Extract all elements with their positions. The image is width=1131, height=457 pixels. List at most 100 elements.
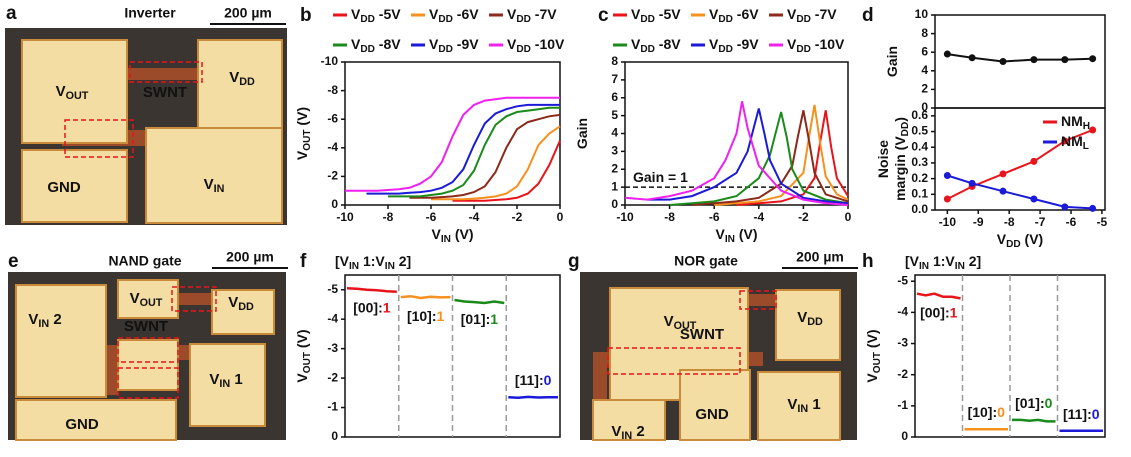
legend-label: VDD -8V <box>631 36 681 55</box>
y-tick-label: 0.0 <box>911 202 928 216</box>
y-tick-label: 0 <box>901 429 908 443</box>
y-tick-label: 0.3 <box>911 155 928 169</box>
text-part: 2 <box>632 423 645 440</box>
panel-letter: g <box>568 251 580 272</box>
y-tick-label: -3 <box>327 341 338 355</box>
y-tick-label: -1 <box>327 400 338 414</box>
y-tick-label: 0.4 <box>911 139 928 153</box>
legend-label: VDD -9V <box>709 36 759 55</box>
text-part: 2 <box>49 311 62 328</box>
y-tick-label: 6 <box>611 90 618 104</box>
text-part: DD <box>516 14 531 25</box>
text-part: [00]: <box>920 304 950 320</box>
legend-label: VDD -10V <box>787 36 845 55</box>
y-tick-label: 1 <box>611 179 618 193</box>
annotation: Gain = 1 <box>633 169 688 185</box>
y-axis-label: VOUT (V) <box>294 107 313 160</box>
channel-strip <box>593 352 607 400</box>
chart-title: [VIN 1:VIN 2] <box>905 253 981 272</box>
state-label: [00]:1 <box>920 304 958 320</box>
legend-label: VDD -7V <box>507 6 557 25</box>
text-part: [11]: <box>1063 405 1092 421</box>
text-part: [10]: <box>407 308 437 324</box>
text-part: [V <box>905 253 920 269</box>
text-part: DD <box>640 44 655 55</box>
pad-label: SWNT <box>143 84 187 101</box>
text-part: [01]: <box>461 311 491 327</box>
data-point <box>1030 56 1037 63</box>
text-part: [11]: <box>515 372 544 388</box>
y-tick-label: -4 <box>897 305 908 319</box>
data-point <box>1000 170 1007 177</box>
text-part: V <box>28 311 38 328</box>
electrode-pad <box>118 340 178 390</box>
text-part: 0 <box>997 404 1005 420</box>
panel-letter: h <box>862 251 874 272</box>
text-part: V <box>611 423 621 440</box>
text-part: 1 <box>383 299 391 315</box>
scale-bar-label: 200 µm <box>226 249 274 265</box>
text-part: OUT <box>872 351 883 373</box>
text-part: GND <box>47 179 81 196</box>
data-point <box>1030 196 1037 203</box>
panel-letter: f <box>300 251 307 272</box>
panel-letter: d <box>862 5 874 26</box>
text-part: (V) <box>864 329 880 352</box>
text-part: NM <box>1061 133 1083 149</box>
data-point <box>944 172 951 179</box>
text-part: DD <box>360 44 375 55</box>
text-part: Gain <box>884 46 900 77</box>
text-part: (V) <box>1021 231 1044 247</box>
text-part: IN <box>441 234 451 245</box>
legend-label: NML <box>1061 133 1089 152</box>
text-part: ) <box>892 117 908 122</box>
channel-strip <box>127 68 200 80</box>
micrograph-title: Inverter <box>124 5 176 21</box>
text-part: SWNT <box>680 326 724 343</box>
pad-label: GND <box>695 406 729 423</box>
series-line <box>455 300 505 303</box>
series-line <box>1012 420 1056 422</box>
x-axis-label: VIN (V) <box>716 226 758 245</box>
text-part: GND <box>65 416 99 433</box>
y-tick-label: 7 <box>611 72 618 86</box>
text-part: V <box>229 69 239 86</box>
series-line <box>508 397 558 398</box>
text-part: IN <box>385 261 395 272</box>
text-part: OUT <box>66 90 89 102</box>
y-axis-label: Noise <box>875 140 891 178</box>
y-tick-label: 0.5 <box>911 124 928 138</box>
y-tick-label: -4 <box>327 140 338 154</box>
state-label: [00]:1 <box>353 299 391 315</box>
legend-label: VDD -7V <box>787 6 837 25</box>
state-label: [01]:1 <box>461 311 499 327</box>
text-part: 2] <box>965 253 981 269</box>
data-point <box>1089 205 1096 212</box>
text-part: V <box>204 176 214 193</box>
y-tick-label: -1 <box>897 398 908 412</box>
text-part: 0 <box>1092 405 1100 421</box>
data-point <box>1000 188 1007 195</box>
text-part: V <box>228 294 238 311</box>
text-part: (V) <box>294 329 310 352</box>
text-part: -9V <box>453 36 479 52</box>
legend-label: VDD -6V <box>709 6 759 25</box>
y-axis-label: margin (VDD) <box>892 117 911 201</box>
text-part: -9V <box>733 36 759 52</box>
y-tick-label: -2 <box>327 370 338 384</box>
text-part: -7V <box>531 6 557 22</box>
text-part: DD <box>796 14 811 25</box>
micrograph-title: NAND gate <box>108 253 181 269</box>
y-tick-label: 2 <box>921 82 928 96</box>
text-part: (V) <box>294 107 310 130</box>
text-part: V <box>209 371 219 388</box>
series-line <box>401 296 451 298</box>
x-tick-label: -10 <box>336 210 354 224</box>
state-label: [11]:0 <box>515 372 552 388</box>
y-tick-label: 6 <box>921 44 928 58</box>
text-part: -5V <box>375 6 401 22</box>
y-tick-label: 0.1 <box>911 186 928 200</box>
text-part: (V) <box>451 226 474 242</box>
y-tick-label: 3 <box>611 144 618 158</box>
legend-label: VDD -8V <box>351 36 401 55</box>
